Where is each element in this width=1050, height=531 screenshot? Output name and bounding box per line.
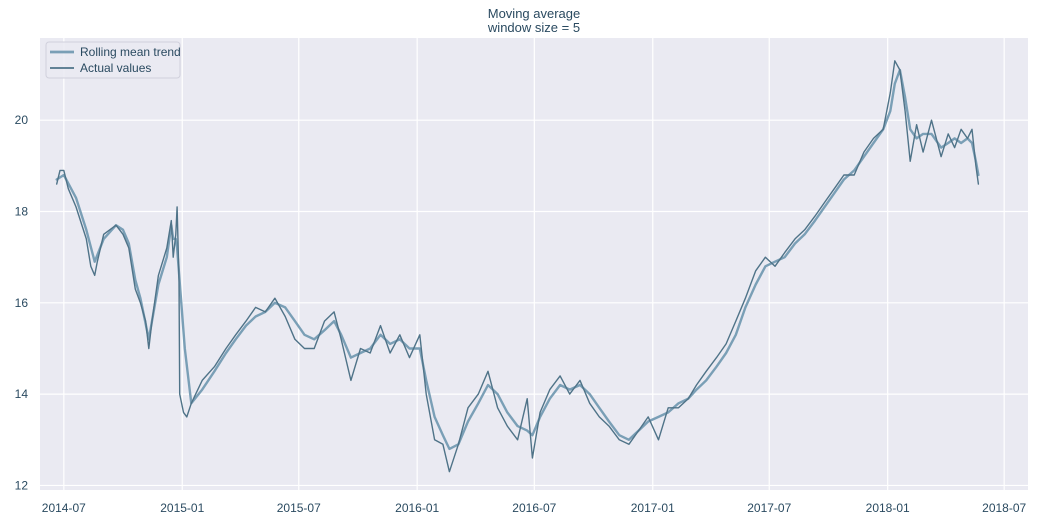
legend: Rolling mean trend Actual values: [45, 41, 181, 79]
x-tick-label: 2016-01: [395, 501, 439, 515]
x-tick-label: 2017-07: [747, 501, 791, 515]
legend-entry-label: Actual values: [80, 61, 151, 75]
x-axis-ticks: 2014-07 2015-01 2015-07 2016-01 2016-07 2017-…: [42, 501, 1027, 515]
x-tick-label: 2014-07: [42, 501, 86, 515]
chart-title-line-2: window size = 5: [487, 20, 580, 35]
y-tick-label: 18: [15, 204, 29, 218]
legend-entry-label: Rolling mean trend: [80, 45, 181, 59]
x-tick-label: 2017-01: [631, 501, 675, 515]
x-tick-label: 2016-07: [512, 501, 556, 515]
y-axis-ticks: 12 14 16 18 20: [15, 113, 29, 492]
actual-values-line: [56, 60, 980, 473]
rolling-mean-trend-line: [55, 68, 980, 451]
y-tick-label: 20: [15, 113, 29, 127]
chart-title-line-1: Moving average: [488, 6, 581, 21]
y-tick-label: 14: [15, 387, 29, 401]
y-tick-label: 12: [15, 478, 29, 492]
legend-box: [45, 41, 181, 79]
y-tick-label: 16: [15, 296, 29, 310]
x-tick-label: 2018-07: [982, 501, 1026, 515]
x-tick-label: 2018-01: [866, 501, 910, 515]
grid-lines: [40, 38, 1028, 490]
x-tick-label: 2015-07: [277, 501, 321, 515]
series-layer: [55, 60, 980, 473]
x-tick-label: 2015-01: [160, 501, 204, 515]
